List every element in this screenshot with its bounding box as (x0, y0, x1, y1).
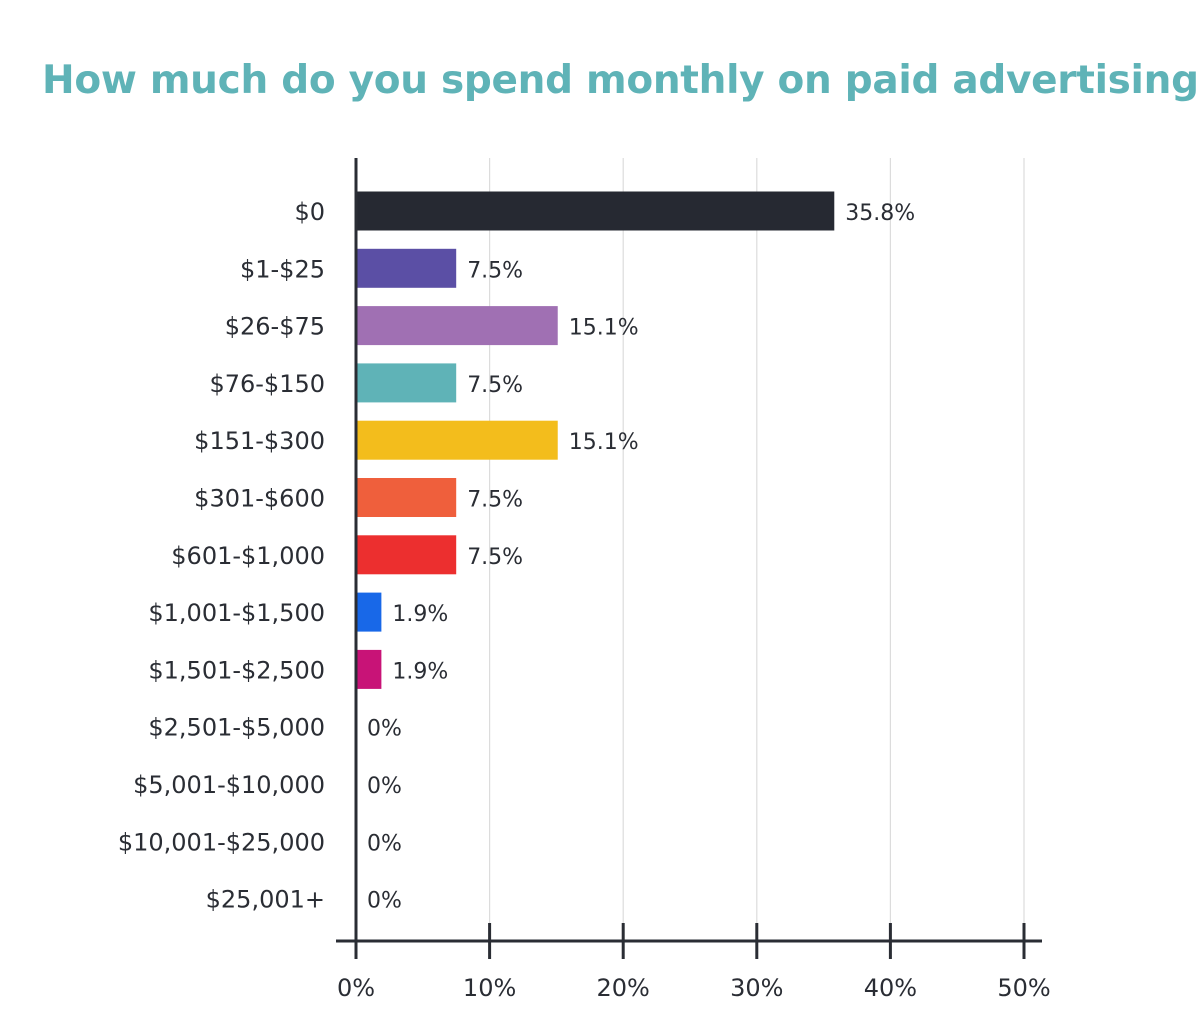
bar (356, 592, 382, 632)
value-label: 7.5% (467, 488, 523, 513)
category-label: $10,001-$25,000 (118, 828, 325, 856)
category-label: $26-$75 (225, 313, 325, 341)
category-label: $76-$150 (209, 370, 325, 398)
value-label: 7.5% (467, 373, 523, 398)
labels: $0 35.8% $1-$25 7.5% $26-$75 15.1% $76-$150 7.5… (118, 198, 1051, 1002)
value-label: 15.1% (569, 430, 639, 455)
bar (356, 248, 457, 288)
bar (356, 535, 457, 575)
bar (356, 306, 558, 346)
category-label: $301-$600 (194, 485, 325, 513)
value-label: 1.9% (392, 602, 448, 627)
category-label: $25,001+ (206, 886, 325, 914)
bar (356, 478, 457, 517)
bar (356, 420, 558, 460)
x-tick-label: 10% (463, 974, 516, 1002)
category-label: $2,501-$5,000 (148, 714, 325, 742)
x-tick-label: 40% (864, 974, 917, 1002)
category-label: $1,001-$1,500 (148, 599, 325, 627)
bar (356, 191, 835, 231)
value-label: 35.8% (845, 201, 915, 226)
category-label: $1-$25 (240, 255, 325, 283)
category-label: $0 (294, 198, 325, 226)
bars (356, 191, 835, 689)
x-tick-label: 20% (597, 974, 650, 1002)
value-label: 0% (367, 889, 402, 914)
value-label: 0% (367, 717, 402, 742)
grid-lines (489, 158, 1025, 941)
value-label: 15.1% (569, 316, 639, 341)
chart-title: How much do you spend monthly on paid ad… (42, 58, 1199, 103)
bar (356, 649, 382, 689)
x-tick-label: 0% (337, 974, 375, 1002)
category-label: $151-$300 (194, 427, 325, 455)
value-label: 1.9% (392, 659, 448, 684)
bar (356, 363, 457, 403)
axes (336, 158, 1042, 959)
category-label: $1,501-$2,500 (148, 656, 325, 684)
category-label: $601-$1,000 (171, 542, 325, 570)
value-label: 0% (367, 831, 402, 856)
x-tick-label: 30% (730, 974, 783, 1002)
category-label: $5,001-$10,000 (133, 771, 325, 799)
value-label: 7.5% (467, 545, 523, 570)
value-label: 0% (367, 774, 402, 799)
value-label: 7.5% (467, 258, 523, 283)
x-tick-label: 50% (997, 974, 1050, 1002)
